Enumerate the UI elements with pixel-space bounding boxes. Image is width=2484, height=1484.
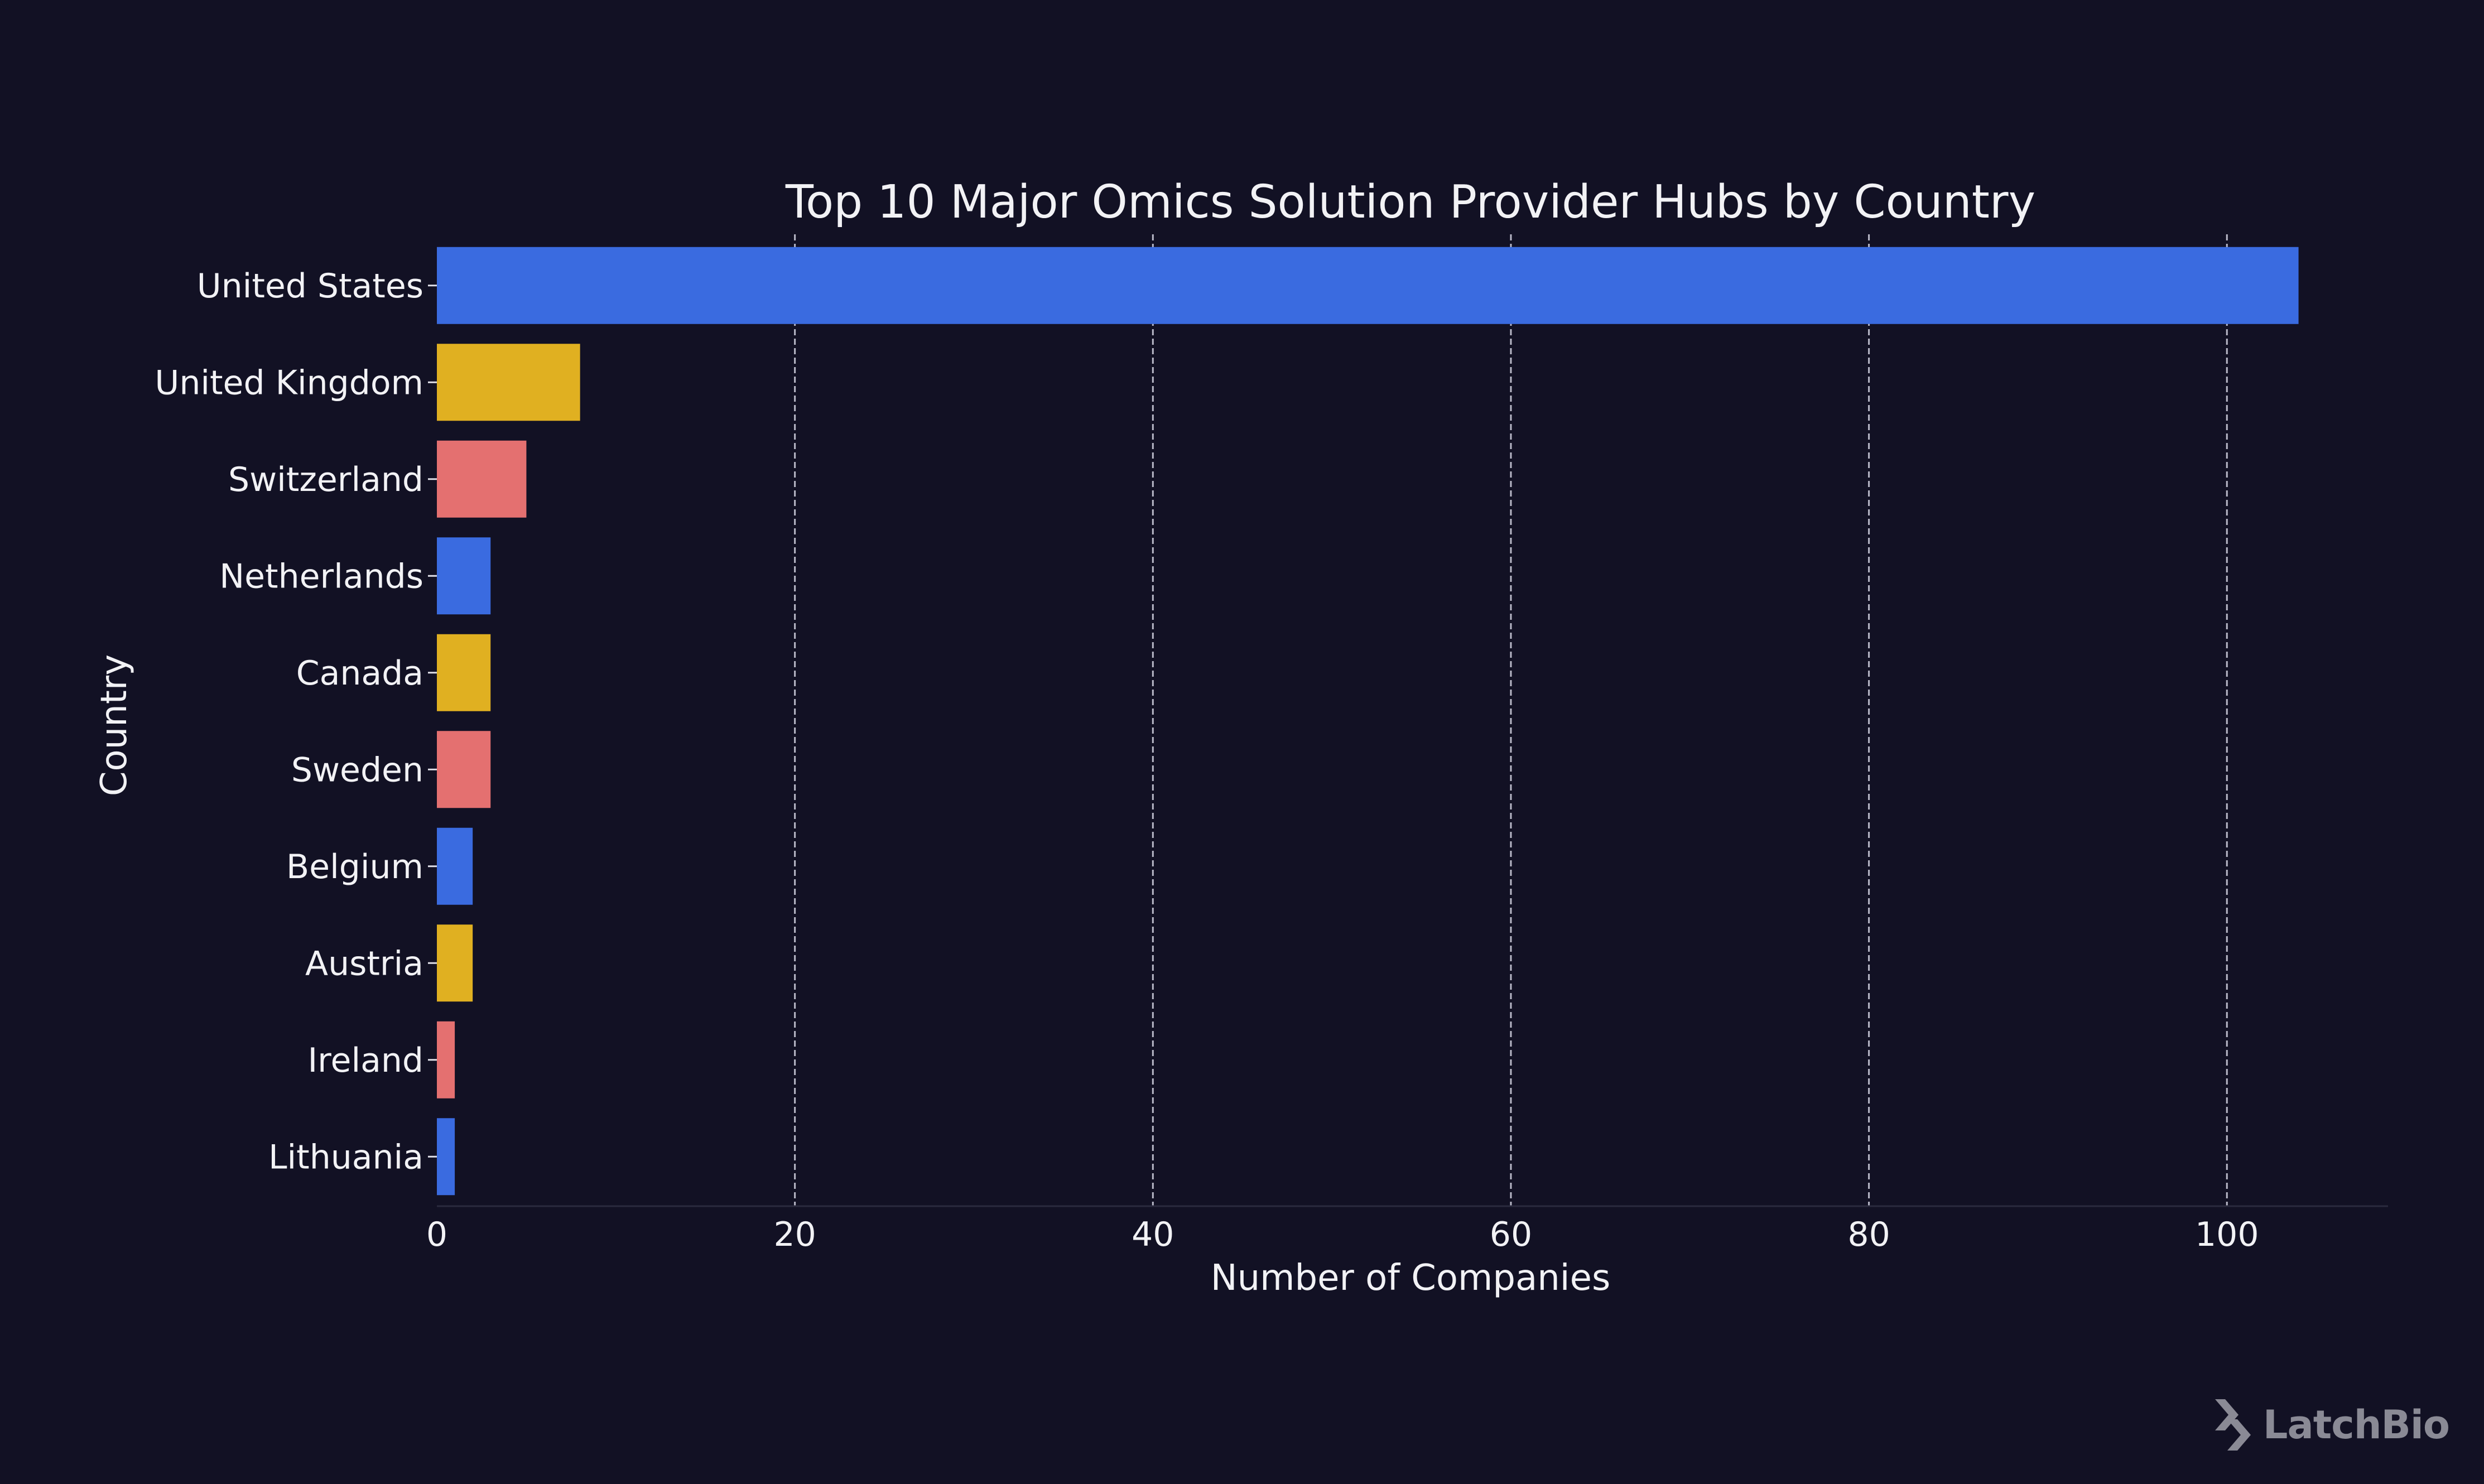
y-tick-label: Switzerland bbox=[228, 460, 423, 499]
bar bbox=[437, 731, 491, 808]
bar bbox=[437, 1118, 455, 1196]
x-axis-label: Number of Companies bbox=[1211, 1257, 1611, 1299]
grid-lines bbox=[794, 234, 2228, 1206]
bar bbox=[437, 440, 527, 518]
bar bbox=[437, 537, 491, 615]
bar bbox=[437, 634, 491, 711]
y-axis-label: Country bbox=[94, 654, 135, 796]
y-tick-label: Lithuania bbox=[268, 1138, 423, 1177]
y-tick-label: United States bbox=[197, 267, 423, 306]
x-tick-label: 0 bbox=[426, 1215, 447, 1254]
y-tick-label: Belgium bbox=[286, 847, 423, 886]
bars bbox=[437, 247, 2299, 1196]
x-tick-label: 80 bbox=[1847, 1215, 1890, 1254]
watermark-text: LatchBio bbox=[2262, 1402, 2450, 1448]
y-tick-label: Austria bbox=[305, 944, 423, 983]
y-tick-label: Netherlands bbox=[219, 557, 423, 596]
y-tick-label: Sweden bbox=[291, 750, 423, 789]
latchbio-watermark: LatchBio bbox=[2214, 1398, 2450, 1452]
bar bbox=[437, 827, 473, 905]
x-tick-label: 100 bbox=[2195, 1215, 2259, 1254]
bar bbox=[437, 1021, 455, 1098]
axes: 0 20 40 60 80 100 United States United Kingdom S… bbox=[155, 267, 2388, 1254]
y-tick-label: United Kingdom bbox=[155, 363, 423, 402]
latchbio-logo-icon bbox=[2215, 1399, 2251, 1451]
y-tick-label: Ireland bbox=[307, 1041, 423, 1080]
y-tick-label: Canada bbox=[296, 654, 423, 693]
bar bbox=[437, 924, 473, 1002]
x-tick-label: 40 bbox=[1132, 1215, 1174, 1254]
bar bbox=[437, 344, 580, 421]
x-tick-label: 60 bbox=[1490, 1215, 1532, 1254]
chart-title: Top 10 Major Omics Solution Provider Hub… bbox=[785, 176, 2035, 229]
bar bbox=[437, 247, 2299, 324]
x-tick-label: 20 bbox=[773, 1215, 816, 1254]
